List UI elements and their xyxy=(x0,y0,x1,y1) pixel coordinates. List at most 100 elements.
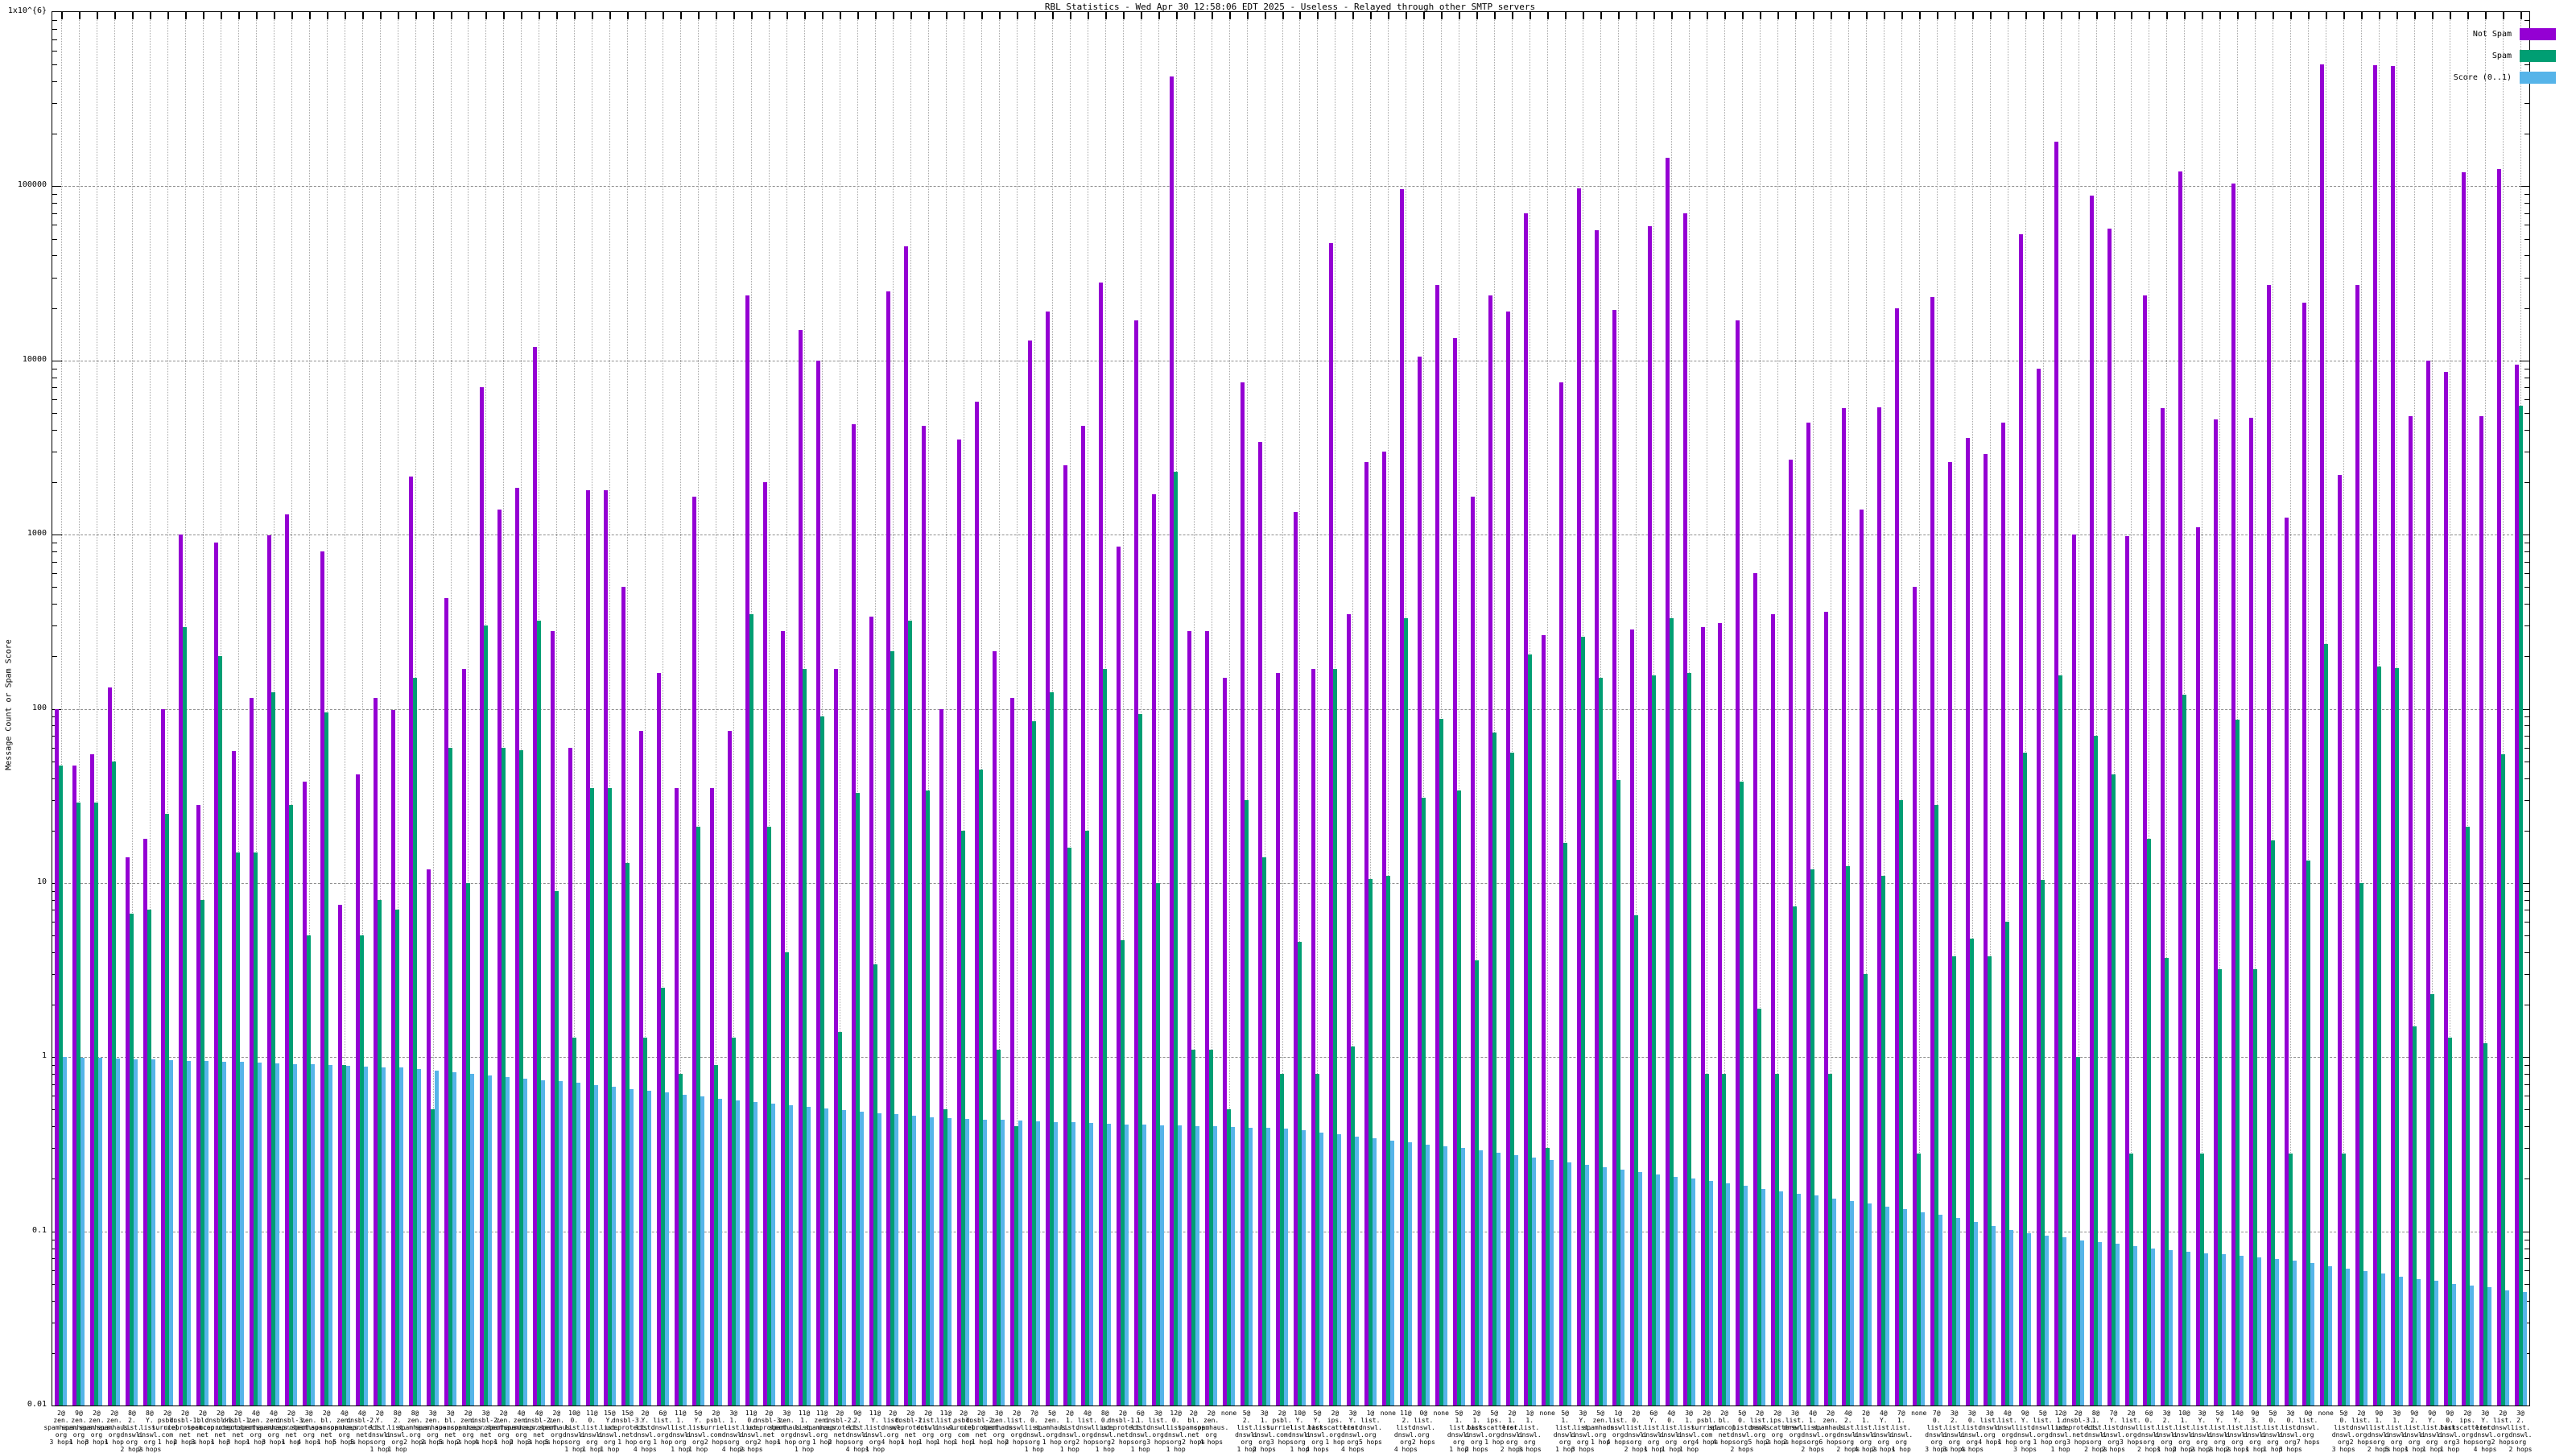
y-minor-tick xyxy=(2524,1126,2529,1128)
y-tick-label: 0.01 xyxy=(27,1400,47,1409)
x-tick-label-line: 0. xyxy=(2268,1417,2277,1424)
bar-score xyxy=(576,1083,580,1406)
x-gridline xyxy=(627,12,629,1406)
x-tick-label-line: 2 hops xyxy=(421,1439,444,1446)
x-tick-label-line: org xyxy=(374,1439,386,1446)
x-tick-label-line: list. xyxy=(935,1417,956,1424)
x-tick-label-line: list. xyxy=(795,1424,815,1431)
bar-spam xyxy=(1350,1046,1355,1406)
x-tick-label-line: 1. xyxy=(1809,1417,1817,1424)
y-minor-tick xyxy=(52,604,57,605)
x-gridline xyxy=(769,12,770,1406)
y-major-tick xyxy=(2520,186,2529,188)
x-tick-label-line: org xyxy=(409,1431,421,1439)
x-tick-label: 11@ list. dnswl. org 1 hop xyxy=(910,1410,981,1446)
x-gridline xyxy=(1158,12,1159,1406)
x-tick-label-line: 11@ xyxy=(675,1410,687,1417)
x-tick xyxy=(1441,12,1443,19)
x-tick-label-line: net xyxy=(179,1431,192,1439)
x-tick-label: none xyxy=(2290,1410,2361,1417)
bar-spam xyxy=(413,678,418,1406)
y-minor-tick xyxy=(2524,573,2529,575)
x-tick-label-line: 11@ xyxy=(939,1410,952,1417)
x-tick-label-line: list. xyxy=(1467,1424,1487,1431)
x-tick xyxy=(963,12,965,19)
y-minor-tick xyxy=(52,656,57,658)
x-tick-label-line: 0. xyxy=(1738,1417,1746,1424)
bar-spam xyxy=(483,625,488,1406)
x-tick-label: none xyxy=(1512,1410,1583,1417)
x-tick-label-line: 0. xyxy=(1667,1417,1675,1424)
bar-not-spam xyxy=(1258,442,1263,1406)
x-tick-label-line: dnswl. xyxy=(1960,1431,1984,1439)
x-tick-label-line: dnsbl-3. xyxy=(275,1417,307,1424)
y-minor-tick xyxy=(2524,64,2529,66)
bar-not-spam xyxy=(1488,295,1492,1406)
bar-score xyxy=(116,1059,121,1406)
bar-spam xyxy=(1864,974,1868,1406)
x-tick-label-line: org xyxy=(1081,1431,1093,1439)
x-tick-label-line: spamhaus. xyxy=(450,1424,486,1431)
x-tick xyxy=(361,12,364,19)
bar-score xyxy=(2168,1249,2173,1406)
bar-not-spam xyxy=(2107,229,2112,1406)
x-tick xyxy=(1211,12,1213,19)
bar-spam xyxy=(731,1037,736,1406)
x-tick-label-line: list. xyxy=(2121,1417,2141,1424)
x-tick-label-line: list. xyxy=(2492,1417,2513,1424)
x-tick-label-line: org xyxy=(2143,1439,2155,1446)
x-tick-label-line: none xyxy=(1380,1410,1396,1417)
x-gridline xyxy=(1918,12,1920,1406)
x-tick-label-line: dnswl. xyxy=(2278,1431,2302,1439)
y-minor-tick xyxy=(52,573,57,575)
x-tick-label-line: Y. xyxy=(2109,1417,2118,1424)
x-tick-label-line: org xyxy=(2249,1439,2261,1446)
x-tick xyxy=(1122,12,1125,19)
x-tick-label: 4@ list. dnswl. org 2 hops xyxy=(1052,1410,1123,1446)
x-tick xyxy=(2095,12,2098,19)
x-tick-label-line: 1 hop xyxy=(1166,1446,1186,1453)
bar-not-spam xyxy=(939,708,944,1406)
x-tick-label-line: dnswl. xyxy=(739,1431,763,1439)
x-tick xyxy=(840,12,842,19)
x-gridline xyxy=(291,12,292,1406)
bar-spam xyxy=(254,852,258,1406)
x-tick-label: 15@ dnsbl-3. uceprotect. net 1 hop xyxy=(592,1410,663,1446)
bar-not-spam xyxy=(1152,494,1157,1406)
bar-spam xyxy=(2412,1026,2417,1406)
bar-spam xyxy=(2164,958,2169,1406)
x-tick xyxy=(910,12,912,19)
bar-score xyxy=(1178,1125,1183,1406)
bar-score xyxy=(2116,1243,2120,1406)
bar-score xyxy=(1054,1121,1059,1406)
x-tick-label-line: backscatterer. xyxy=(1467,1424,1521,1431)
bar-score xyxy=(240,1062,245,1406)
x-tick-label-line: org xyxy=(1311,1439,1323,1446)
x-tick-label-line: dnswl. xyxy=(1677,1431,1701,1439)
x-tick-label-line: spamhaus. xyxy=(43,1424,79,1431)
x-gridline xyxy=(2255,12,2256,1406)
x-tick xyxy=(680,12,683,19)
x-tick-label-line: dnswl. xyxy=(792,1431,816,1439)
y-minor-tick xyxy=(52,1065,57,1067)
x-tick-label-line: list. xyxy=(2369,1424,2389,1431)
bar-score xyxy=(187,1060,192,1406)
bar-score xyxy=(1266,1128,1271,1406)
x-tick-label-line: 2 hops xyxy=(2508,1446,2533,1453)
bar-not-spam xyxy=(90,753,95,1406)
y-minor-tick xyxy=(52,213,57,214)
x-tick-label-line: spamcop. xyxy=(1178,1424,1209,1431)
x-tick-label-line: Y. xyxy=(375,1417,384,1424)
bar-not-spam xyxy=(1612,309,1616,1406)
x-tick-label-line: 1 hop xyxy=(68,1439,89,1446)
x-tick xyxy=(202,12,204,19)
x-tick-label-line: 2. xyxy=(1402,1417,1410,1424)
x-tick-label-line: 0. xyxy=(747,1417,755,1424)
x-tick-label-line: org xyxy=(1364,1431,1377,1439)
x-tick-label-line: dnsbl-3. xyxy=(2062,1417,2094,1424)
x-gridline xyxy=(2042,12,2044,1406)
y-tick-label: 100000 xyxy=(17,180,47,190)
x-tick xyxy=(1865,12,1868,19)
x-tick-label-line: zen. xyxy=(248,1417,264,1424)
x-tick-label-line: 2 hops xyxy=(1005,1439,1029,1446)
